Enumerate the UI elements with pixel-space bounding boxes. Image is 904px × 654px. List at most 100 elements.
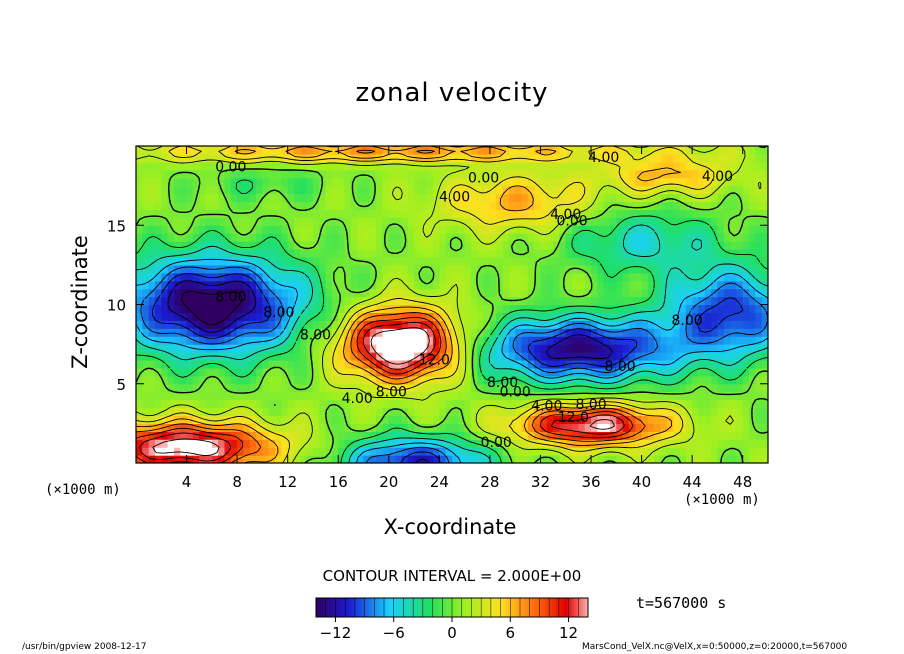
field-cell (483, 415, 491, 424)
field-cell (369, 217, 377, 226)
field-cell (445, 312, 453, 321)
field-cell (502, 161, 510, 171)
field-cell (723, 225, 731, 234)
field-cell (654, 241, 662, 250)
field-cell (553, 169, 561, 179)
field-cell (199, 256, 207, 266)
field-cell (218, 359, 226, 369)
field-cell (584, 233, 592, 242)
field-cell (281, 241, 289, 250)
x-tick-label: 44 (683, 473, 702, 491)
field-cell (717, 431, 725, 440)
field-cell (173, 201, 181, 210)
field-cell (350, 439, 358, 448)
field-cell (559, 185, 567, 195)
field-cell (433, 383, 440, 393)
field-cell (249, 375, 257, 385)
field-cell (388, 336, 396, 345)
field-cell (363, 177, 371, 187)
field-cell (641, 256, 649, 266)
field-cell (268, 161, 276, 171)
field-cell (616, 399, 624, 409)
field-cell (742, 328, 750, 337)
field-cell (730, 146, 737, 155)
field-cell (749, 455, 756, 463)
field-cell (249, 415, 257, 424)
field-cell (489, 399, 497, 409)
field-cell (761, 256, 768, 266)
field-cell (388, 185, 396, 195)
field-cell (319, 185, 327, 195)
field-cell (717, 359, 725, 369)
field-cell (294, 241, 301, 250)
field-cell (262, 455, 270, 463)
field-cell (256, 399, 263, 409)
field-cell (363, 233, 371, 242)
field-cell (464, 201, 472, 210)
x-tick-label: 4 (182, 473, 192, 491)
field-cell (287, 272, 295, 282)
field-cell (641, 439, 649, 448)
field-cell (262, 169, 270, 179)
field-cell (312, 352, 320, 361)
field-cell (306, 431, 314, 440)
field-cell (382, 336, 390, 345)
field-cell (641, 161, 649, 171)
field-cell (464, 153, 472, 163)
field-cell (717, 304, 725, 314)
field-cell (521, 201, 529, 210)
field-cell (148, 209, 156, 218)
field-cell (407, 280, 415, 290)
field-cell (281, 447, 289, 456)
field-cell (673, 367, 681, 377)
field-cell (300, 304, 308, 314)
field-cell (211, 375, 219, 385)
contour-level (140, 266, 768, 463)
field-cell (173, 169, 181, 179)
field-cell (369, 264, 377, 274)
field-cell (300, 431, 308, 440)
field-cell (218, 423, 226, 432)
field-cell (673, 185, 681, 195)
field-cell (452, 455, 459, 463)
field-cell (395, 233, 403, 242)
field-cell (331, 169, 339, 179)
field-cell (477, 177, 485, 187)
field-cell (673, 161, 681, 171)
field-cell (584, 256, 592, 266)
field-cell (489, 225, 497, 234)
field-cell (679, 328, 687, 337)
field-cell (300, 352, 308, 361)
field-cell (275, 264, 282, 274)
field-cell (711, 217, 719, 226)
field-cell (325, 352, 333, 361)
field-cell (458, 249, 466, 258)
field-cell (647, 241, 655, 250)
field-cell (572, 185, 579, 195)
field-cell (142, 233, 150, 242)
field-cell (723, 439, 731, 448)
field-cell (641, 288, 649, 298)
field-cell (414, 304, 421, 314)
field-cell (452, 288, 459, 298)
field-cell (249, 407, 257, 417)
field-cell (312, 399, 320, 409)
field-cell (154, 359, 162, 369)
field-cell (584, 447, 592, 456)
field-cell (344, 288, 352, 298)
field-cell (616, 344, 624, 353)
field-cell (610, 288, 617, 298)
field-cell (660, 399, 668, 409)
field-cell (452, 193, 459, 203)
field-cell (660, 241, 668, 250)
field-cell (445, 233, 453, 242)
field-cell (199, 312, 207, 321)
field-cell (401, 320, 409, 329)
field-cell (237, 439, 245, 448)
field-cell (167, 280, 175, 290)
field-cell (325, 383, 333, 393)
field-cell (685, 233, 693, 242)
field-cell (704, 328, 712, 337)
field-cell (192, 359, 200, 369)
field-cell (426, 264, 434, 274)
